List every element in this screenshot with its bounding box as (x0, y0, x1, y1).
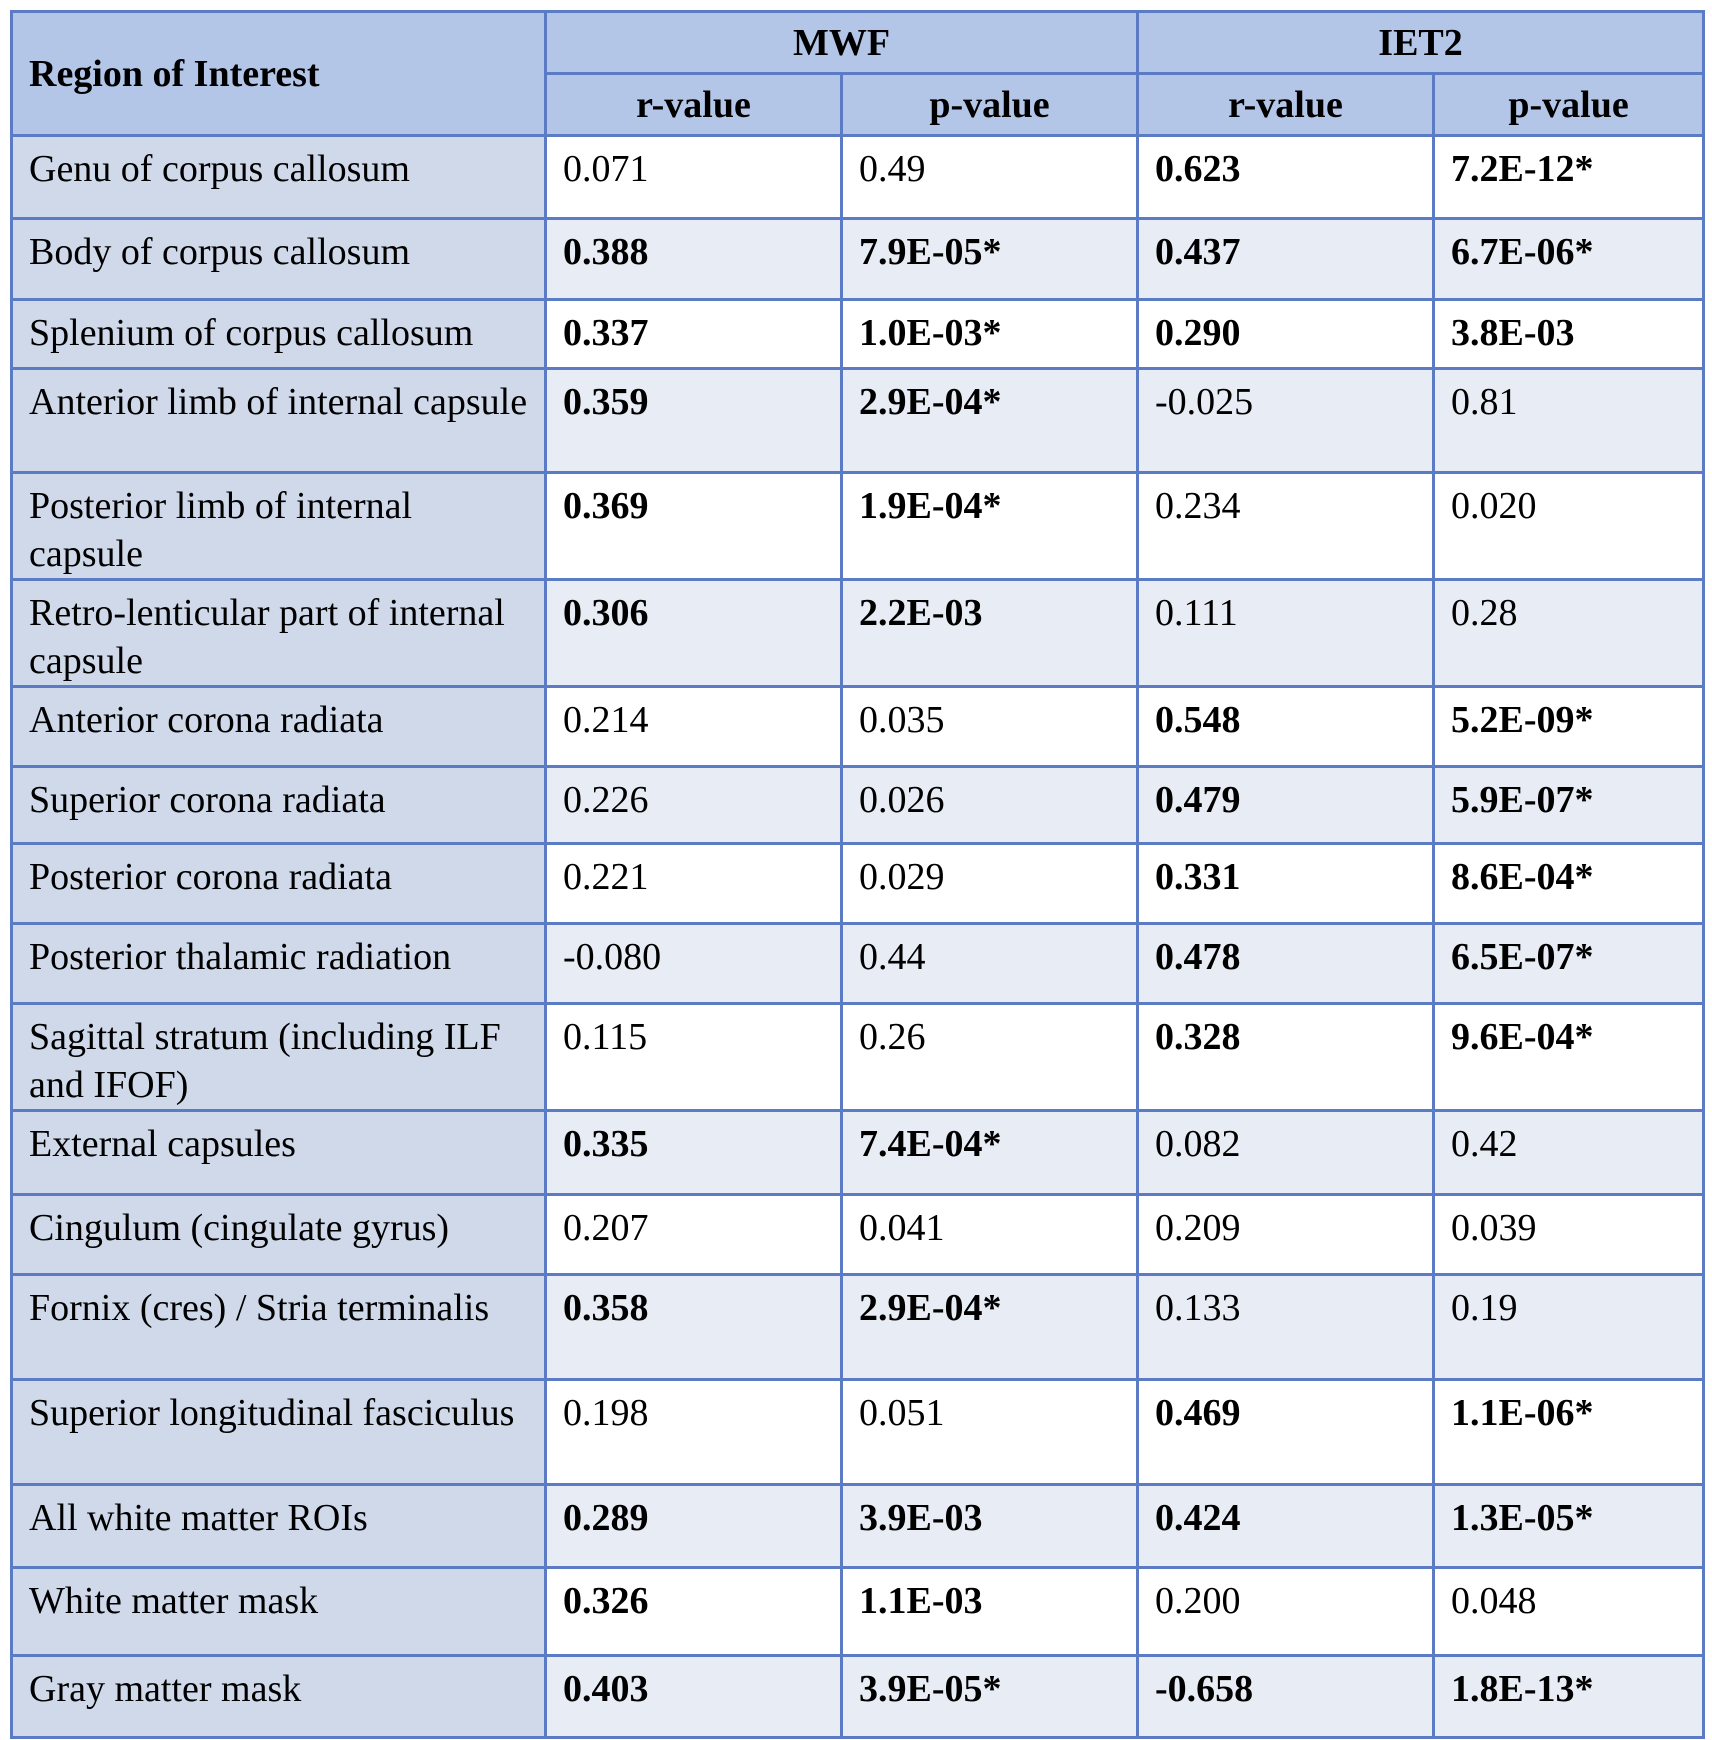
iet2-r-value: 0.479 (1136, 765, 1436, 845)
mwf-p-value: 3.9E-05* (839, 1654, 1140, 1739)
iet2-r-value: 0.111 (1136, 578, 1436, 688)
iet2-p-value: 6.5E-07* (1432, 922, 1706, 1005)
mwf-p-value: 0.44 (839, 922, 1140, 1005)
iet2-r-value: 0.133 (1136, 1273, 1436, 1381)
iet2-p-value: 1.1E-06* (1432, 1378, 1706, 1486)
mwf-r-value: 0.335 (544, 1109, 843, 1196)
mwf-r-value: 0.326 (544, 1566, 843, 1657)
mwf-r-value: 0.306 (544, 578, 843, 688)
mwf-p-value: 0.49 (839, 134, 1140, 220)
mwf-r-value: 0.207 (544, 1193, 843, 1276)
mwf-p-value: 7.4E-04* (839, 1109, 1140, 1196)
iet2-p-value: 1.3E-05* (1432, 1483, 1706, 1569)
roi-label: Posterior thalamic radiation (10, 922, 547, 1005)
mwf-r-value: 0.359 (544, 367, 843, 474)
iet2-r-value: 0.478 (1136, 922, 1436, 1005)
roi-label: Fornix (cres) / Stria terminalis (10, 1273, 547, 1381)
mwf-p-value: 0.029 (839, 842, 1140, 925)
iet2-p-value: 9.6E-04* (1432, 1002, 1706, 1112)
mwf-r-value: 0.071 (544, 134, 843, 220)
roi-label: Splenium of corpus callosum (10, 298, 547, 370)
header-iet2: IET2 (1136, 10, 1706, 75)
roi-label: Superior corona radiata (10, 765, 547, 845)
iet2-r-value: 0.328 (1136, 1002, 1436, 1112)
mwf-p-value: 7.9E-05* (839, 217, 1140, 301)
mwf-p-value: 3.9E-03 (839, 1483, 1140, 1569)
mwf-p-value: 1.9E-04* (839, 471, 1140, 581)
iet2-r-value: 0.234 (1136, 471, 1436, 581)
mwf-r-value: 0.358 (544, 1273, 843, 1381)
roi-label: Sagittal stratum (including ILF and IFOF… (10, 1002, 547, 1112)
roi-label: Retro-lenticular part of internal capsul… (10, 578, 547, 688)
iet2-p-value: 5.2E-09* (1432, 685, 1706, 768)
roi-label: Posterior corona radiata (10, 842, 547, 925)
roi-label: White matter mask (10, 1566, 547, 1657)
header-mwf: MWF (543, 10, 1140, 75)
iet2-p-value: 8.6E-04* (1432, 842, 1706, 925)
header-mwf-p-value: p-value (839, 72, 1140, 137)
iet2-p-value: 0.020 (1432, 471, 1706, 581)
iet2-r-value: 0.082 (1136, 1109, 1436, 1196)
iet2-p-value: 3.8E-03 (1432, 298, 1706, 370)
header-mwf-r-value: r-value (544, 72, 843, 137)
iet2-p-value: 6.7E-06* (1432, 217, 1706, 301)
iet2-p-value: 0.19 (1432, 1273, 1706, 1381)
mwf-p-value: 2.2E-03 (839, 578, 1140, 688)
iet2-r-value: 0.437 (1136, 217, 1436, 301)
iet2-p-value: 0.28 (1432, 578, 1706, 688)
mwf-p-value: 2.9E-04* (839, 1273, 1140, 1381)
iet2-p-value: 5.9E-07* (1432, 765, 1706, 845)
mwf-p-value: 1.0E-03* (839, 298, 1140, 370)
roi-label: Cingulum (cingulate gyrus) (10, 1193, 547, 1276)
iet2-r-value: -0.658 (1136, 1654, 1436, 1739)
roi-label: Anterior limb of internal capsule (10, 367, 547, 474)
iet2-r-value: 0.548 (1136, 685, 1436, 768)
mwf-r-value: 0.388 (544, 217, 843, 301)
correlation-table: Region of Interest MWF IET2 r-value p-va… (10, 10, 1706, 1739)
iet2-r-value: -0.025 (1136, 367, 1436, 474)
iet2-r-value: 0.623 (1136, 134, 1436, 220)
mwf-r-value: -0.080 (544, 922, 843, 1005)
iet2-r-value: 0.424 (1136, 1483, 1436, 1569)
iet2-p-value: 0.42 (1432, 1109, 1706, 1196)
mwf-r-value: 0.226 (544, 765, 843, 845)
iet2-r-value: 0.331 (1136, 842, 1436, 925)
mwf-p-value: 0.051 (839, 1378, 1140, 1486)
roi-label: External capsules (10, 1109, 547, 1196)
mwf-r-value: 0.214 (544, 685, 843, 768)
mwf-p-value: 0.041 (839, 1193, 1140, 1276)
iet2-r-value: 0.469 (1136, 1378, 1436, 1486)
roi-label: Posterior limb of internal capsule (10, 471, 547, 581)
iet2-r-value: 0.209 (1136, 1193, 1436, 1276)
header-iet2-p-value: p-value (1432, 72, 1706, 137)
mwf-r-value: 0.115 (544, 1002, 843, 1112)
mwf-r-value: 0.337 (544, 298, 843, 370)
mwf-r-value: 0.369 (544, 471, 843, 581)
mwf-p-value: 1.1E-03 (839, 1566, 1140, 1657)
roi-label: Superior longitudinal fasciculus (10, 1378, 547, 1486)
mwf-p-value: 0.026 (839, 765, 1140, 845)
iet2-r-value: 0.290 (1136, 298, 1436, 370)
roi-label: Gray matter mask (10, 1654, 547, 1739)
roi-label: All white matter ROIs (10, 1483, 547, 1569)
mwf-r-value: 0.198 (544, 1378, 843, 1486)
header-region-of-interest: Region of Interest (10, 10, 547, 137)
header-iet2-r-value: r-value (1136, 72, 1436, 137)
mwf-p-value: 0.035 (839, 685, 1140, 768)
iet2-p-value: 0.81 (1432, 367, 1706, 474)
roi-label: Anterior corona radiata (10, 685, 547, 768)
iet2-p-value: 7.2E-12* (1432, 134, 1706, 220)
mwf-r-value: 0.289 (544, 1483, 843, 1569)
mwf-p-value: 0.26 (839, 1002, 1140, 1112)
mwf-r-value: 0.403 (544, 1654, 843, 1739)
roi-label: Body of corpus callosum (10, 217, 547, 301)
iet2-p-value: 0.048 (1432, 1566, 1706, 1657)
roi-label: Genu of corpus callosum (10, 134, 547, 220)
mwf-p-value: 2.9E-04* (839, 367, 1140, 474)
iet2-p-value: 0.039 (1432, 1193, 1706, 1276)
iet2-r-value: 0.200 (1136, 1566, 1436, 1657)
iet2-p-value: 1.8E-13* (1432, 1654, 1706, 1739)
mwf-r-value: 0.221 (544, 842, 843, 925)
